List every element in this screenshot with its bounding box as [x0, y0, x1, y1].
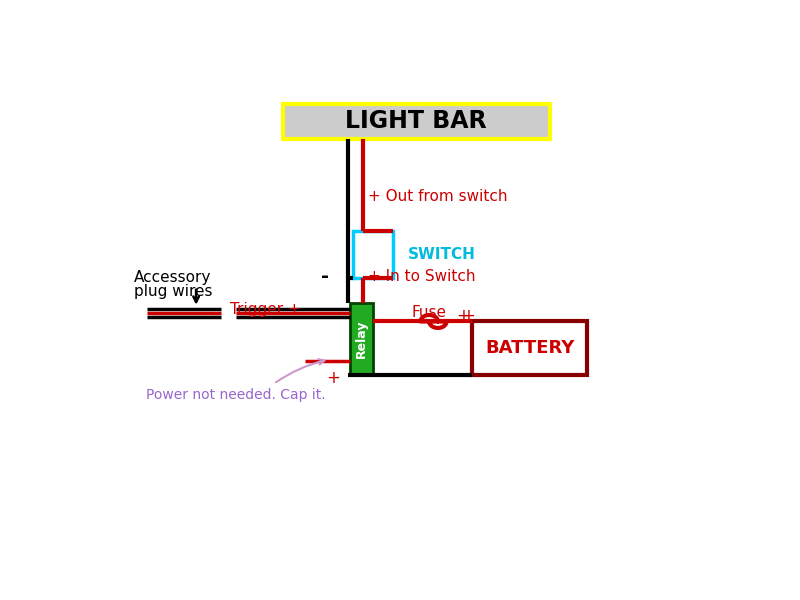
Text: -: - — [322, 267, 330, 286]
Text: +: + — [326, 370, 340, 388]
Text: Accessory: Accessory — [134, 270, 211, 285]
Bar — [472, 322, 586, 374]
Text: Fuse: Fuse — [412, 305, 447, 320]
Text: -: - — [410, 365, 418, 383]
Text: BATTERY: BATTERY — [485, 339, 574, 357]
Text: plug wires: plug wires — [134, 284, 213, 299]
Text: +: + — [461, 307, 474, 325]
Bar — [283, 104, 550, 139]
Text: Relay: Relay — [355, 320, 368, 358]
Bar — [350, 303, 374, 374]
Text: Power not needed. Cap it.: Power not needed. Cap it. — [146, 388, 326, 403]
Bar — [353, 232, 394, 278]
Text: LIGHT BAR: LIGHT BAR — [346, 109, 487, 133]
Text: + In to Switch: + In to Switch — [368, 269, 475, 284]
Text: +: + — [456, 307, 470, 325]
Text: + Out from switch: + Out from switch — [368, 189, 507, 204]
Text: SWITCH: SWITCH — [408, 247, 476, 262]
Text: Trigger +: Trigger + — [230, 302, 301, 317]
